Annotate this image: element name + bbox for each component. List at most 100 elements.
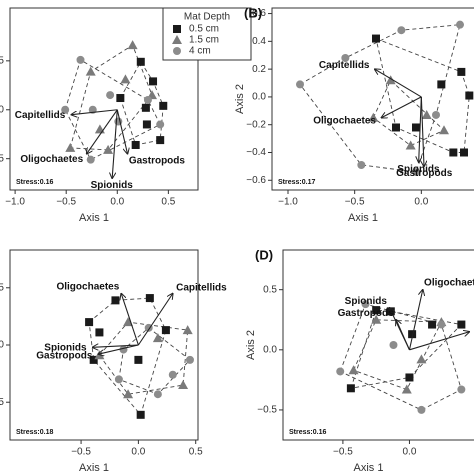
x-tick-label: 0.5 [161, 197, 175, 208]
point-square [412, 123, 420, 132]
point-triangle [152, 333, 163, 343]
point-circle [173, 47, 181, 55]
point-triangle [172, 35, 182, 44]
point-square [173, 25, 181, 33]
y-axis-label: Axis 2 [234, 84, 246, 114]
point-circle [185, 355, 194, 364]
x-axis-label: Axis 1 [79, 462, 109, 474]
vector-label: Gastropods [338, 308, 395, 319]
legend-title: Mat Depth [184, 12, 230, 23]
point-triangle [123, 389, 134, 399]
species-vector [375, 69, 422, 98]
point-square [89, 355, 98, 364]
point-square [457, 67, 466, 76]
point-square [149, 77, 158, 86]
vector-label: Spionids [345, 296, 388, 307]
point-circle [153, 390, 162, 399]
y-tick-label: 0.5 [0, 282, 4, 293]
x-tick-label: −0.5 [56, 197, 76, 208]
point-circle [86, 155, 95, 164]
point-circle [106, 91, 115, 100]
y-tick-label: 0.0 [252, 92, 266, 103]
point-circle [357, 160, 366, 169]
point-square [449, 148, 458, 157]
x-tick-label: −0.5 [71, 447, 91, 458]
plot-frame [9, 7, 199, 191]
y-tick-label: 0.5 [263, 284, 277, 295]
legend-label: 1.5 cm [189, 35, 219, 46]
point-circle [437, 320, 446, 329]
group-hull [352, 319, 443, 391]
point-triangle [94, 350, 105, 360]
point-circle [114, 375, 123, 384]
point-circle [296, 80, 304, 89]
group-hull [98, 321, 189, 395]
point-triangle [127, 40, 138, 50]
point-triangle [178, 380, 189, 390]
legend-label: 4 cm [189, 46, 211, 57]
point-circle [341, 54, 350, 63]
x-tick-label: 0.0 [402, 447, 416, 458]
point-triangle [368, 112, 379, 122]
vector-label: Gastropods [129, 155, 186, 166]
point-square [141, 103, 150, 112]
point-square [405, 373, 414, 382]
x-tick-label: 0.0 [414, 197, 428, 208]
y-tick-label: 0.2 [252, 64, 266, 75]
x-axis-label: Axis 1 [348, 212, 378, 224]
panel-label: (D) [255, 247, 273, 262]
group-hull [299, 24, 461, 173]
species-vector [421, 96, 424, 166]
point-square [161, 326, 170, 335]
vector-label: Spionids [44, 342, 87, 353]
y-tick-label: −0.5 [0, 397, 4, 408]
vector-label: Oligochaetes [20, 154, 83, 165]
point-square [116, 94, 125, 103]
plot-frame [9, 249, 199, 441]
point-square [85, 318, 94, 327]
point-square [346, 384, 355, 393]
point-circle [432, 110, 440, 119]
y-tick-label: −0.5 [257, 405, 277, 416]
point-triangle [416, 354, 427, 364]
point-square [131, 140, 140, 149]
point-triangle [65, 142, 76, 152]
species-vector [137, 293, 172, 346]
point-square [159, 101, 168, 110]
point-square [392, 123, 400, 132]
plot-frame [282, 249, 474, 441]
stress-label: Stress:0.17 [278, 179, 315, 186]
species-vector [93, 345, 139, 347]
point-circle [397, 26, 406, 35]
point-triangle [371, 314, 382, 324]
y-tick-label: −0.4 [246, 147, 266, 158]
y-tick-label: 0.0 [263, 344, 277, 355]
point-square [156, 136, 165, 145]
point-circle [456, 20, 464, 29]
species-vector [121, 293, 139, 346]
vector-label: Oligochaetes [424, 277, 474, 288]
x-tick-label: 0.0 [110, 197, 124, 208]
x-axis-label: Axis 1 [354, 462, 384, 474]
point-triangle [103, 144, 114, 154]
x-tick-label: −0.5 [333, 447, 353, 458]
x-tick-label: −1.0 [5, 197, 25, 208]
y-tick-label: −0.5 [0, 153, 4, 164]
group-hull [350, 309, 463, 389]
vector-label: Capitellids [176, 282, 227, 293]
point-triangle [439, 125, 449, 135]
point-circle [412, 167, 420, 176]
point-square [372, 34, 380, 43]
x-tick-label: 0.0 [131, 447, 145, 458]
species-vector [98, 344, 139, 354]
group-hull [118, 327, 191, 395]
point-triangle [405, 140, 416, 150]
species-vector [408, 290, 422, 350]
species-vector [112, 109, 118, 178]
species-vector [71, 109, 118, 115]
vector-label: Gastropods [36, 350, 93, 361]
point-circle [76, 55, 85, 64]
point-circle [417, 405, 426, 414]
